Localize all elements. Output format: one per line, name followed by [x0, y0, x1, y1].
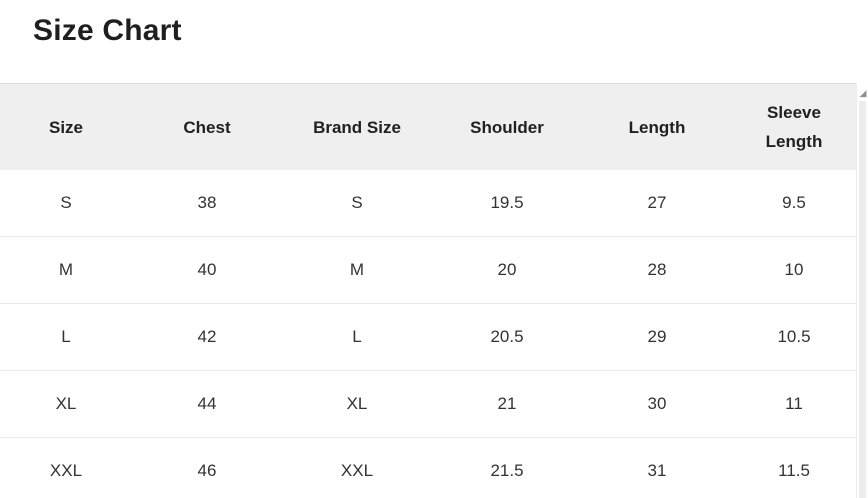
table-cell: 9.5: [782, 193, 806, 212]
table-cell: 21.5: [490, 461, 524, 480]
table-cell: 21: [497, 394, 517, 413]
table-row-xxl: XXL 46 XXL 21.5 31 11.5: [0, 438, 856, 498]
table-cell: S: [351, 193, 363, 212]
column-header-chest: Chest: [183, 117, 231, 137]
table-cell: M: [58, 260, 74, 279]
table-cell: 44: [197, 394, 217, 413]
table-header-row: Size Chest Brand Size Shoulder Length Sl…: [0, 83, 856, 170]
table-cell: 19.5: [490, 193, 524, 212]
column-header-brand-size: Brand Size: [313, 117, 401, 137]
column-header-length: Length: [628, 117, 686, 137]
scroll-up-arrow-icon[interactable]: ◢: [859, 88, 867, 98]
table-cell: 31: [647, 461, 667, 480]
table-cell: 27: [647, 193, 667, 212]
table-cell: 10: [784, 260, 804, 279]
scrollbar-track[interactable]: [859, 101, 866, 498]
table-cell: 42: [197, 327, 217, 346]
table-cell: 10.5: [777, 327, 811, 346]
table-cell: S: [60, 193, 72, 212]
table-row-m: M 40 M 20 28 10: [0, 237, 856, 304]
column-header-sleeve-length: Sleeve Length: [765, 103, 823, 151]
size-chart-table: Size Chest Brand Size Shoulder Length Sl…: [0, 83, 856, 498]
table-cell: XL: [346, 394, 368, 413]
table-row-l: L 42 L 20.5 29 10.5: [0, 304, 856, 371]
table-cell: 30: [647, 394, 667, 413]
table-cell: 29: [647, 327, 667, 346]
table-row-s: S 38 S 19.5 27 9.5: [0, 170, 856, 237]
column-header-size: Size: [48, 117, 84, 137]
table-cell: 20.5: [490, 327, 524, 346]
table-cell: 46: [197, 461, 217, 480]
table-cell: L: [352, 327, 362, 346]
table-cell: XL: [55, 394, 77, 413]
table-row-xl: XL 44 XL 21 30 11: [0, 371, 856, 438]
table-cell: 38: [197, 193, 217, 212]
page-title: Size Chart: [33, 14, 182, 47]
table-cell: 28: [647, 260, 667, 279]
table-cell: XXL: [340, 461, 374, 480]
table-cell: 40: [197, 260, 217, 279]
table-cell: M: [349, 260, 365, 279]
vertical-scrollbar[interactable]: ◢: [856, 83, 868, 498]
table-cell: 11.5: [778, 461, 810, 480]
table-cell: 20: [497, 260, 517, 279]
table-cell: XXL: [49, 461, 83, 480]
table-cell: L: [61, 327, 71, 346]
column-header-shoulder: Shoulder: [470, 117, 544, 137]
table-cell: 11: [785, 394, 803, 413]
